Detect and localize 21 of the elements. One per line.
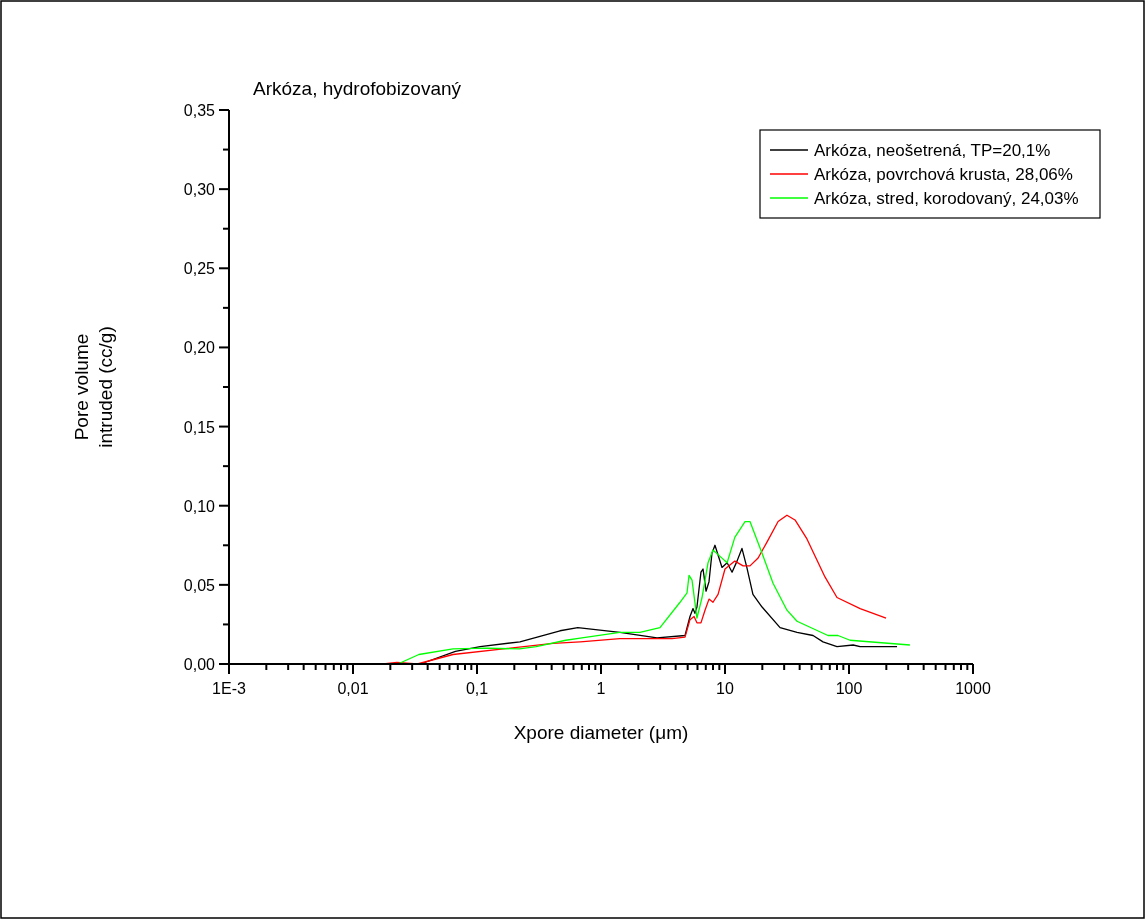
y-tick-label: 0,35 [183,102,216,119]
y-tick-label: 0,05 [183,576,216,594]
legend-label: Arkóza, stred, korodovaný, 24,03% [814,189,1079,208]
y-tick-label: 0,15 [183,418,216,436]
y-tick-label: 0,30 [183,181,216,199]
chart-title: Arkóza, hydrofobizovaný [253,78,462,99]
x-tick-label: 10 [716,680,734,697]
x-tick-label: 1E-3 [212,680,246,697]
legend-label: Arkóza, neošetrená, TP=20,1% [814,141,1051,160]
x-tick-label: 0,01 [337,680,369,697]
x-tick-label: 1000 [955,680,991,697]
x-tick-label: 0,1 [465,680,489,697]
legend-label: Arkóza, povrchová krusta, 28,06% [814,165,1073,184]
x-axis-title: Xpore diameter (μm) [513,722,689,743]
x-tick-label: 1 [596,680,606,697]
y-tick-label: 0,00 [183,656,216,673]
y-tick-label: 0,10 [183,497,216,515]
x-tick-label: 100 [835,680,863,697]
y-tick-label: 0,20 [183,339,216,357]
y-axis-title: Pore volume intruded (cc/g) [71,326,116,448]
y-tick-label: 0,25 [183,260,216,278]
